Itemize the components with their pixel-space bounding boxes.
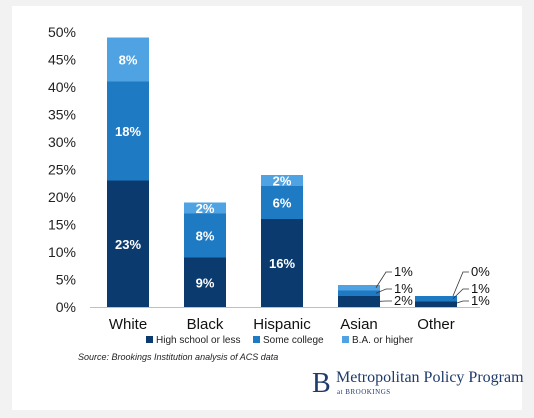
y-axis: 0% 5% 10% 15% 20% 25% 30% 35% 40% 45% 50%	[48, 24, 480, 315]
y-tick-label: 30%	[48, 134, 76, 150]
data-label: 1%	[394, 281, 413, 296]
legend-swatch	[342, 336, 349, 343]
y-tick-label: 5%	[56, 272, 76, 288]
bar-segment	[415, 296, 457, 302]
y-tick-label: 50%	[48, 24, 76, 40]
x-axis: White Black Hispanic Asian Other	[109, 316, 455, 333]
bar-segment	[261, 186, 303, 219]
bar-segment	[184, 257, 226, 307]
y-tick-label: 25%	[48, 162, 76, 178]
logo-mark: B	[312, 368, 331, 399]
legend: High school or less Some college B.A. or h…	[146, 335, 414, 346]
bar-segment	[184, 202, 226, 214]
legend-swatch	[146, 336, 153, 343]
data-label: 0%	[471, 264, 490, 279]
y-tick-label: 45%	[48, 52, 76, 68]
bar-segment	[107, 180, 149, 307]
y-tick-label: 40%	[48, 79, 76, 95]
y-tick-label: 10%	[48, 244, 76, 260]
bar-segment	[338, 285, 380, 291]
y-tick-label: 35%	[48, 107, 76, 123]
bar-segment	[107, 37, 149, 82]
data-labels: 23%18%8%9%8%2%16%6%2%2%1%1%1%1%0%	[115, 53, 490, 309]
bars	[107, 37, 457, 307]
brookings-logo: B Metropolitan Policy Program at BROOKIN…	[312, 368, 524, 399]
bar-segment	[338, 290, 380, 296]
data-label: 6%	[273, 196, 292, 211]
logo-subtitle: at BROOKINGS	[337, 388, 391, 396]
data-label: 23%	[115, 237, 141, 252]
bar-segment	[338, 296, 380, 307]
data-label: 9%	[196, 275, 215, 290]
legend-label: Some college	[263, 335, 324, 346]
bar-segment	[261, 219, 303, 307]
data-label: 16%	[269, 256, 295, 271]
category-label: Hispanic	[253, 316, 311, 333]
data-label: 2%	[196, 201, 215, 216]
legend-label: High school or less	[156, 335, 240, 346]
category-label: White	[109, 316, 147, 333]
logo-name: Metropolitan Policy Program	[336, 369, 524, 386]
y-tick-label: 15%	[48, 217, 76, 233]
bar-segment	[107, 81, 149, 181]
data-label: 18%	[115, 124, 141, 139]
data-label: 2%	[394, 293, 413, 308]
source-note: Source: Brookings Institution analysis o…	[78, 352, 278, 362]
category-label: Asian	[340, 316, 378, 333]
leader-line	[375, 288, 392, 294]
category-label: Other	[417, 316, 455, 333]
legend-label: B.A. or higher	[352, 335, 414, 346]
data-label: 2%	[273, 174, 292, 189]
data-label: 1%	[394, 264, 413, 279]
leader-line	[452, 288, 469, 300]
bar-segment	[184, 213, 226, 258]
bar-segment	[415, 301, 457, 307]
leader-line	[452, 300, 469, 305]
leader-line	[375, 271, 392, 288]
data-label: 8%	[196, 229, 215, 244]
data-label: 1%	[471, 281, 490, 296]
y-tick-label: 0%	[56, 299, 76, 315]
bar-segment	[261, 175, 303, 186]
category-label: Black	[187, 316, 224, 333]
legend-swatch	[253, 336, 260, 343]
leader-line	[375, 300, 392, 302]
leader-line	[452, 271, 469, 297]
data-label: 8%	[119, 53, 138, 68]
data-label: 1%	[471, 293, 490, 308]
y-tick-label: 20%	[48, 189, 76, 205]
